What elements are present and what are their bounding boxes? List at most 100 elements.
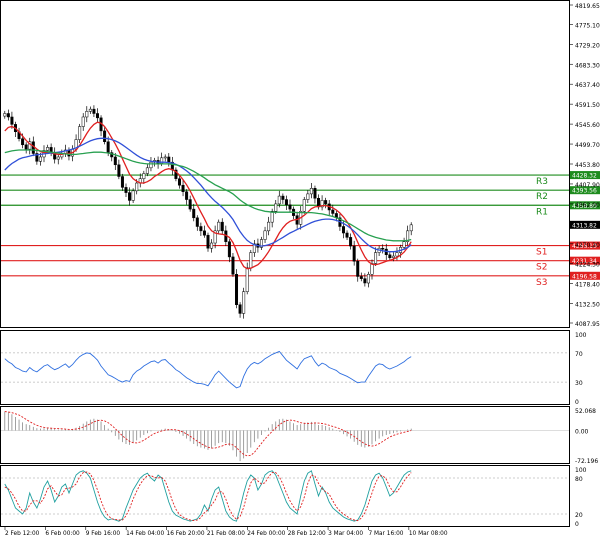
price-tick-label: 4407.90 <box>575 182 600 189</box>
x-tick-label: 21 Feb 08:00 <box>207 531 245 537</box>
candle-body <box>145 167 149 174</box>
level-value-r2: 4393.56 <box>572 188 597 195</box>
candle-body <box>81 116 85 127</box>
candle-body <box>288 204 292 210</box>
stoch-pane-frame <box>0 465 570 527</box>
candle-body <box>341 226 345 234</box>
level-name-s1: S1 <box>536 248 547 258</box>
candle-body <box>38 156 42 162</box>
price-tick-label: 4224.30 <box>575 262 600 269</box>
price-tick-label: 4637.40 <box>575 82 600 89</box>
candle-body <box>217 221 221 232</box>
x-tick-label: 9 Feb 16:00 <box>86 531 121 537</box>
x-tick-label: 24 Feb 00:00 <box>247 531 285 537</box>
x-tick-label: 7 Mar 16:00 <box>368 531 403 537</box>
candle-body <box>103 130 107 142</box>
x-tick-label: 16 Feb 20:00 <box>167 531 205 537</box>
x-tick-label: 2 Feb 12:00 <box>5 531 40 537</box>
rsi-line <box>4 350 412 389</box>
ma-layer <box>4 121 412 270</box>
price-tick-label: 4683.30 <box>575 62 600 69</box>
stoch-tick-label: 100 <box>575 467 587 474</box>
candle-body <box>374 252 378 264</box>
candle-body <box>3 113 7 117</box>
candle-body <box>85 111 89 118</box>
candle-body <box>363 278 367 284</box>
level-name-r3: R3 <box>536 177 548 187</box>
rsi-tick-label: 30 <box>575 380 583 387</box>
level-badge-s2 <box>570 256 600 265</box>
candle-body <box>142 173 146 179</box>
x-tick-label: 14 Feb 04:00 <box>126 531 164 537</box>
candle-body <box>117 164 121 177</box>
level-value-r3: 4428.32 <box>572 173 597 180</box>
level-badge-r2 <box>570 186 600 195</box>
candle-body <box>120 176 124 188</box>
rsi-tick-label: 100 <box>575 332 587 339</box>
candle-body <box>370 263 374 275</box>
candle-body <box>192 208 196 219</box>
stoch-tick-label: 20 <box>575 512 583 519</box>
candle-body <box>227 241 231 258</box>
candle-body <box>106 141 110 153</box>
stoch-k-line <box>4 470 412 522</box>
candle-body <box>274 203 278 212</box>
candle-body <box>10 116 14 125</box>
stoch-tick-label: 80 <box>575 476 583 483</box>
candle-body <box>167 156 171 163</box>
macd-tick-label: 0.00 <box>575 428 589 435</box>
candle-body <box>345 232 349 238</box>
candle-body <box>188 199 192 210</box>
candle-body <box>277 195 281 205</box>
price-tick-label: 4819.65 <box>575 3 600 10</box>
candle-body <box>252 243 256 253</box>
level-value-s1: 4266.10 <box>572 243 597 250</box>
stoch-d-line <box>4 471 412 522</box>
x-tick-label: 6 Feb 00:00 <box>45 531 80 537</box>
level-badge-r1 <box>570 201 600 210</box>
candle-body <box>95 113 99 119</box>
price-tick-label: 4087.95 <box>575 321 600 328</box>
candle-body <box>35 153 39 162</box>
x-tick-label: 28 Feb 12:00 <box>288 531 326 537</box>
level-badge-s3 <box>570 271 600 280</box>
candle-body <box>231 256 235 275</box>
candle-body <box>195 217 199 227</box>
candle-body <box>381 247 385 250</box>
candle-body <box>263 230 267 240</box>
macd-tick-label: -72.196 <box>575 458 598 465</box>
candle-body <box>259 239 263 248</box>
stoch-tick-label: 0 <box>575 521 579 528</box>
level-name-r2: R2 <box>536 192 548 202</box>
macd-tick-label: 52.068 <box>575 408 596 415</box>
price-tick-label: 4499.70 <box>575 142 600 149</box>
candle-body <box>128 192 132 201</box>
price-tick-label: 4362.00 <box>575 202 600 209</box>
candle-body <box>185 191 189 200</box>
candle-body <box>163 156 167 159</box>
candle-body <box>220 221 224 232</box>
grid-layer <box>1 352 569 515</box>
candle-body <box>199 226 203 232</box>
indicator-layer <box>4 350 412 522</box>
candle-body <box>267 221 271 232</box>
macd-signal-line <box>4 411 412 457</box>
level-name-s2: S2 <box>536 263 547 273</box>
rsi-tick-label: 70 <box>575 351 583 358</box>
candle-body <box>92 108 96 114</box>
price-tick-label: 4545.60 <box>575 122 600 129</box>
candle-body <box>395 252 399 257</box>
axis-layer: 4819.65 4775.10 4729.20 4683.30 4637.40 4591.… <box>4 3 600 537</box>
rsi-pane-frame <box>0 330 570 405</box>
candle-body <box>352 245 356 262</box>
price-tick-label: 4729.20 <box>575 42 600 49</box>
level-value-r1: 4358.80 <box>572 203 597 210</box>
candle-body <box>124 187 128 193</box>
candle-body <box>313 188 317 199</box>
candle-body <box>320 200 324 208</box>
candle-body <box>6 113 10 118</box>
candle-body <box>331 209 335 214</box>
current-price-label: 4313.82 <box>572 222 597 229</box>
candle-body <box>406 230 410 242</box>
